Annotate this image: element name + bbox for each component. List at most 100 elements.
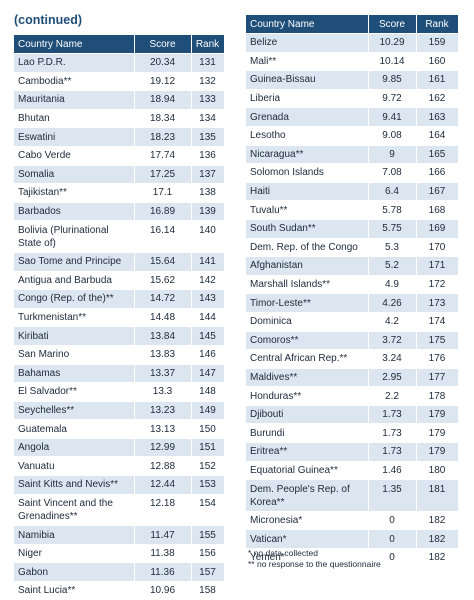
score-cell: 12.18 (134, 493, 192, 526)
country-cell: South Sudan** (246, 218, 369, 239)
table-row: Saint Vincent and the Grenadines** 12.18 1… (14, 493, 225, 526)
table-row: Tajikistan** 17.1 138 (14, 183, 225, 203)
rank-cell: 156 (191, 543, 225, 563)
score-cell: 1.46 (368, 460, 417, 480)
rank-cell: 175 (416, 330, 459, 350)
score-cell: 13.3 (134, 382, 192, 402)
country-cell: Eswatini (14, 127, 135, 147)
score-cell: 13.37 (134, 363, 192, 383)
table-row: Equatorial Guinea** 1.46 180 (246, 460, 459, 480)
country-cell: Micronesia* (246, 510, 369, 530)
country-cell: Namibia (14, 525, 135, 545)
country-cell: Timor-Leste** (246, 293, 369, 313)
header-row: Country Name Score Rank (14, 35, 225, 54)
country-cell: Tajikistan** (14, 183, 135, 203)
table-title: (continued) (14, 13, 83, 27)
rank-cell: 137 (191, 164, 225, 184)
rank-cell: 159 (416, 33, 459, 53)
score-cell: 10.96 (134, 581, 192, 600)
score-cell: 16.14 (134, 220, 192, 253)
country-cell: Lesotho (246, 125, 369, 146)
score-cell: 18.23 (134, 127, 192, 147)
rank-cell: 138 (191, 183, 225, 203)
table-row: Cabo Verde 17.74 136 (14, 145, 225, 166)
table-left: Country Name Score Rank Lao P.D.R. 20.34 131 C… (14, 35, 225, 600)
table-row: Afghanistan 5.2 171 (246, 256, 459, 276)
table-row: Namibia 11.47 155 (14, 525, 225, 545)
rank-cell: 165 (416, 144, 459, 164)
score-cell: 17.25 (134, 164, 192, 184)
score-cell: 5.78 (368, 200, 417, 220)
column-header: Score (368, 15, 417, 34)
country-cell: Central African Rep.** (246, 349, 369, 369)
score-cell: 9 (368, 144, 417, 164)
footnotes: * no data collected ** no response to th… (248, 548, 381, 570)
table-row: Nicaragua** 9 165 (246, 144, 459, 164)
rank-cell: 179 (416, 404, 459, 424)
table-row: Yemen* 0 182 (246, 548, 459, 567)
header-row: Country Name Score Rank (246, 15, 459, 34)
score-cell: 3.72 (368, 330, 417, 350)
score-cell: 13.84 (134, 326, 192, 346)
score-cell: 1.35 (368, 479, 417, 512)
rank-cell: 158 (191, 581, 225, 600)
country-cell: Dem. Rep. of the Congo (246, 237, 369, 257)
table-row: Somalia 17.25 137 (14, 164, 225, 184)
score-cell: 10.29 (368, 33, 417, 53)
score-cell: 7.08 (368, 163, 417, 183)
rank-cell: 153 (191, 475, 225, 495)
country-cell: Liberia (246, 88, 369, 108)
country-cell: Saint Kitts and Nevis** (14, 475, 135, 495)
table-row: Dem. People's Rep. of Korea** 1.35 181 (246, 479, 459, 512)
rank-cell: 136 (191, 145, 225, 166)
score-cell: 17.74 (134, 145, 192, 166)
score-cell: 20.34 (134, 53, 192, 73)
country-cell: Barbados (14, 201, 135, 221)
country-cell: Lao P.D.R. (14, 53, 135, 73)
score-cell: 13.83 (134, 344, 192, 364)
country-cell: Turkmenistan** (14, 307, 135, 327)
rank-cell: 180 (416, 460, 459, 480)
country-cell: Maldives** (246, 367, 369, 387)
table-row: Dominica 4.2 174 (246, 311, 459, 331)
rank-cell: 141 (191, 251, 225, 272)
rank-cell: 182 (416, 529, 459, 549)
country-cell: Guinea-Bissau (246, 70, 369, 90)
score-cell: 13.13 (134, 419, 192, 439)
table-row: Belize 10.29 159 (246, 33, 459, 53)
country-cell: San Marino (14, 344, 135, 364)
country-cell: Saint Lucia** (14, 581, 135, 600)
rank-cell: 161 (416, 70, 459, 90)
rank-cell: 140 (191, 220, 225, 253)
score-cell: 5.75 (368, 218, 417, 239)
table-row: Gabon 11.36 157 (14, 562, 225, 582)
country-cell: Guatemala (14, 419, 135, 439)
score-cell: 1.73 (368, 404, 417, 424)
rank-cell: 177 (416, 367, 459, 387)
column-header: Country Name (246, 15, 369, 34)
rank-cell: 151 (191, 437, 225, 457)
page: (continued) Country Name Score Rank Lao P.D… (14, 13, 459, 600)
table-row: Eritrea** 1.73 179 (246, 442, 459, 462)
country-cell: Djibouti (246, 404, 369, 424)
table-row: Bahamas 13.37 147 (14, 363, 225, 383)
country-cell: Nicaragua** (246, 144, 369, 164)
table-row: Saint Lucia** 10.96 158 (14, 581, 225, 600)
table-row: Guatemala 13.13 150 (14, 419, 225, 439)
table-row: Bhutan 18.34 134 (14, 108, 225, 128)
country-cell: Vatican* (246, 529, 369, 549)
rank-cell: 163 (416, 107, 459, 127)
score-cell: 18.34 (134, 108, 192, 128)
score-cell: 0 (368, 529, 417, 549)
country-cell: Cabo Verde (14, 145, 135, 166)
score-cell: 18.94 (134, 90, 192, 110)
rank-cell: 166 (416, 163, 459, 183)
rank-cell: 147 (191, 363, 225, 383)
table-row: Seychelles** 13.23 149 (14, 400, 225, 420)
score-cell: 14.72 (134, 289, 192, 309)
score-cell: 10.14 (368, 51, 417, 71)
table-row: Comoros** 3.72 175 (246, 330, 459, 350)
table-row: Timor-Leste** 4.26 173 (246, 293, 459, 313)
score-cell: 0 (368, 548, 417, 567)
table-row: Maldives** 2.95 177 (246, 367, 459, 387)
